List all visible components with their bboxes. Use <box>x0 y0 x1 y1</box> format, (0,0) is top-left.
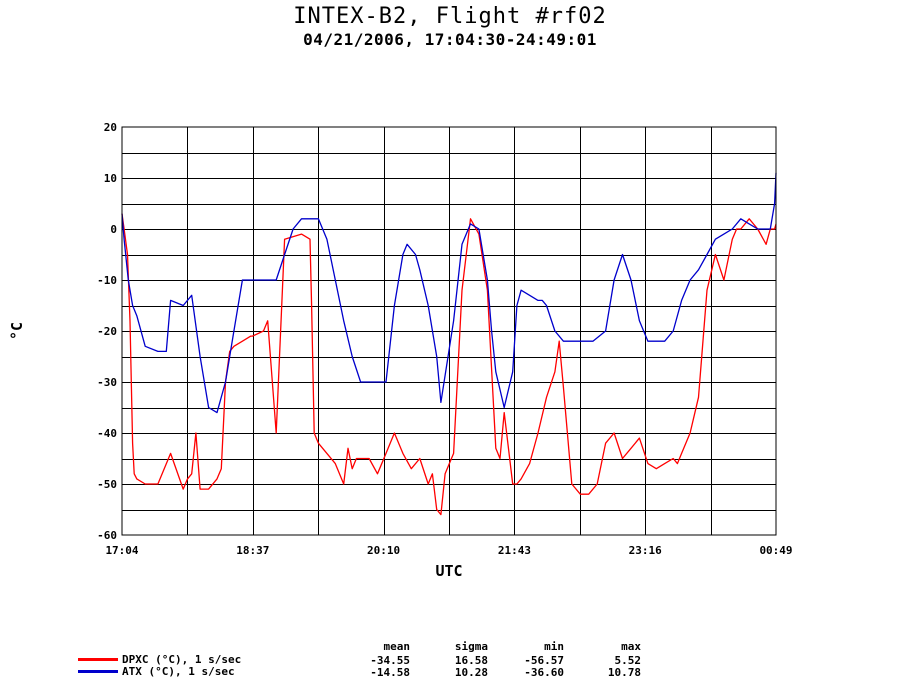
x-axis-label: UTC <box>435 562 462 580</box>
series-layer <box>121 172 777 516</box>
stats-atx-mean: -14.58 <box>370 666 410 679</box>
stats-dpxc-max: 5.52 <box>614 654 642 667</box>
legend-swatch-atx <box>78 670 118 673</box>
chart-subtitle: 04/21/2006, 17:04:30-24:49:01 <box>303 30 597 49</box>
y-tick-label: -10 <box>97 274 117 287</box>
x-tick-label: 23:16 <box>629 544 662 557</box>
y-tick-label: -40 <box>97 427 117 440</box>
plot-grid <box>122 127 776 535</box>
x-tick-label: 17:04 <box>105 544 138 557</box>
y-tick-label: -50 <box>97 478 117 491</box>
y-axis-label: °C <box>8 322 26 340</box>
legend-label-atx: ATX (°C), 1 s/sec <box>122 665 235 678</box>
stats-header-min: min <box>544 640 564 653</box>
y-tick-labels: -60 -50 -40 -30 -20 -10 0 10 20 <box>97 121 117 542</box>
stats-dpxc-mean: -34.55 <box>370 654 410 667</box>
x-tick-label: 20:10 <box>367 544 400 557</box>
stats-atx-sigma: 10.28 <box>454 666 488 679</box>
legend-label-dpxc: DPXC (°C), 1 s/sec <box>122 653 242 666</box>
y-tick-label: 20 <box>104 121 117 134</box>
x-tick-label: 18:37 <box>236 544 269 557</box>
y-tick-label: 10 <box>104 172 117 185</box>
stats-header-sigma: sigma <box>454 640 488 653</box>
plot-frame <box>121 126 777 536</box>
chart-title: INTEX-B2, Flight #rf02 <box>293 4 607 29</box>
x-tick-labels: 17:04 18:37 20:10 21:43 23:16 00:49 <box>105 544 792 557</box>
stats-header-mean: mean <box>383 640 411 653</box>
stats-dpxc-min: -56.57 <box>524 654 564 667</box>
legend-swatch-dpxc <box>78 658 118 661</box>
stats-header-max: max <box>621 640 641 653</box>
x-tick-label: 00:49 <box>759 544 792 557</box>
stats-dpxc-sigma: 16.58 <box>454 654 488 667</box>
y-tick-label: -60 <box>97 529 117 542</box>
y-tick-label: -30 <box>97 376 117 389</box>
y-tick-label: 0 <box>110 223 117 236</box>
stats-atx-min: -36.60 <box>524 666 564 679</box>
series-line-1 <box>121 172 777 414</box>
x-tick-label: 21:43 <box>498 544 531 557</box>
series-line-0 <box>121 213 777 516</box>
stats-atx-max: 10.78 <box>607 666 641 679</box>
y-tick-label: -20 <box>97 325 117 338</box>
